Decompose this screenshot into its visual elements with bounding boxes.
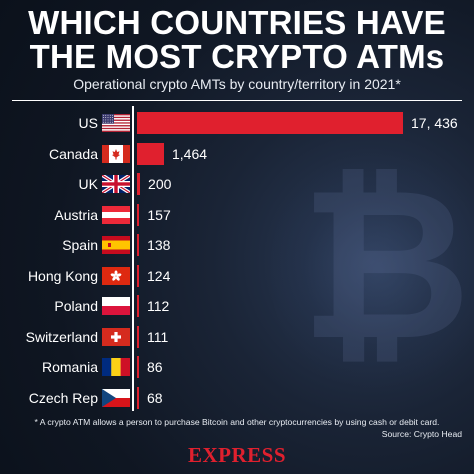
bar-czech-rep xyxy=(137,386,139,409)
tick-label-spain: Spain xyxy=(62,237,98,253)
data-label-spain: 138 xyxy=(147,237,171,253)
footnote: * A crypto ATM allows a person to purcha… xyxy=(34,417,440,427)
tick-label-poland: Poland xyxy=(54,298,98,314)
express-logo: EXPRESS xyxy=(187,443,287,467)
data-label-uk: 200 xyxy=(148,176,172,192)
data-label-hong-kong: 124 xyxy=(147,267,171,284)
data-label-switzerland: 111 xyxy=(147,328,169,345)
tick-label-hong-kong: Hong Kong xyxy=(27,267,98,284)
bar-hong-kong xyxy=(137,264,139,287)
chart-subtitle: Operational crypto AMTs by country/terri… xyxy=(73,76,401,92)
background-coin-glow xyxy=(270,140,474,400)
title-line-2: THE MOST CRYPTO ATMs xyxy=(29,38,445,75)
bar-canada xyxy=(137,142,164,165)
austria-flag-icon xyxy=(102,205,130,224)
us-flag-icon xyxy=(102,114,130,132)
poland-flag-icon xyxy=(102,297,130,315)
title-divider xyxy=(12,100,462,101)
bar-poland xyxy=(137,295,139,317)
data-label-romania: 86 xyxy=(147,359,163,375)
spain-flag-icon xyxy=(102,236,130,254)
bitcoin-icon: ₿ xyxy=(300,142,472,387)
bar-spain xyxy=(137,234,140,256)
tick-label-switzerland: Switzerland xyxy=(25,328,98,345)
bar-switzerland xyxy=(137,325,139,348)
tick-label-czech-rep: Czech Rep xyxy=(28,389,98,406)
bar-romania xyxy=(137,356,139,378)
bar-uk xyxy=(137,173,141,195)
uk-flag-icon xyxy=(102,175,130,193)
canada-flag-icon xyxy=(102,144,130,163)
tick-label-canada: Canada xyxy=(48,145,98,162)
romania-flag-icon xyxy=(102,358,130,376)
bar-us xyxy=(137,112,403,134)
tick-label-romania: Romania xyxy=(41,359,98,375)
tick-label-uk: UK xyxy=(78,176,98,192)
data-label-austria: 157 xyxy=(147,206,171,223)
y-axis-line xyxy=(132,106,134,411)
data-label-poland: 112 xyxy=(147,298,170,314)
tick-label-austria: Austria xyxy=(54,206,98,223)
hong-kong-flag-icon xyxy=(102,266,130,285)
data-label-us: 17, 436 xyxy=(411,115,458,131)
source-note: Source: Crypto Head xyxy=(381,429,462,439)
czech-rep-flag-icon xyxy=(102,388,130,407)
tick-label-us: US xyxy=(78,115,98,131)
data-label-czech-rep: 68 xyxy=(147,389,163,406)
chart-title: WHICH COUNTRIES HAVE THE MOST CRYPTO ATM… xyxy=(0,6,474,74)
data-label-canada: 1,464 xyxy=(172,145,208,162)
switzerland-flag-icon xyxy=(102,327,130,346)
title-line-1: WHICH COUNTRIES HAVE xyxy=(28,4,446,41)
bar-austria xyxy=(137,203,140,226)
